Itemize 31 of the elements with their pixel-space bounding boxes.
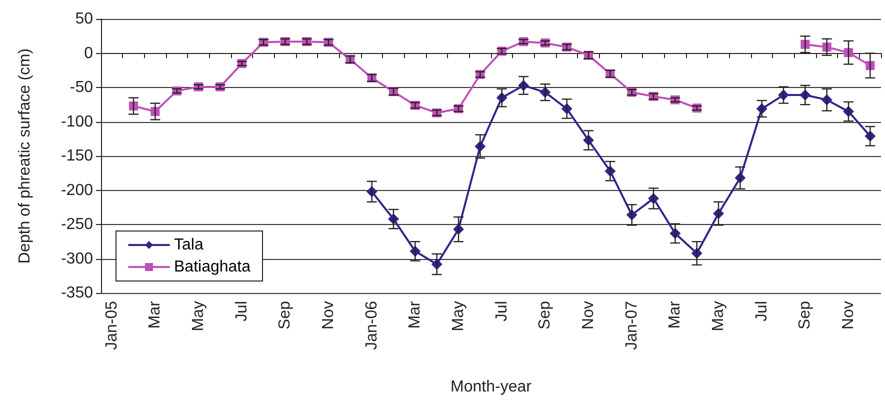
x-tick-label: Jul <box>753 301 770 322</box>
y-tick-label: -150 <box>60 148 94 164</box>
y-tick-label: -200 <box>60 182 94 199</box>
x-tick-label: May <box>450 301 467 332</box>
x-tick-label: Mar <box>406 300 424 329</box>
y-tick-label: -250 <box>60 216 94 233</box>
x-tick-label: Jan-07 <box>623 300 640 350</box>
x-tick-label: May <box>190 301 207 332</box>
x-tick-label: Jul <box>493 301 510 322</box>
x-tick-label: Sep <box>276 300 294 330</box>
x-tick-label: Sep <box>796 300 814 330</box>
x-tick-label: May <box>710 301 727 332</box>
x-tick-label: Jan-05 <box>103 300 120 350</box>
legend-label: Tala <box>174 236 204 254</box>
x-tick-label: Nov <box>840 301 857 330</box>
x-axis-title: Month-year <box>450 378 532 396</box>
y-tick-label: 50 <box>75 10 94 28</box>
x-tick-label: Sep <box>536 300 554 330</box>
y-tick-label: -50 <box>70 79 94 96</box>
y-axis-title: Depth of phreatic surface (cm) <box>16 48 34 264</box>
y-tick-label: -300 <box>60 250 94 268</box>
x-tick-label: Mar <box>146 300 164 329</box>
y-tick-label: -100 <box>60 113 94 130</box>
x-tick-label: Nov <box>580 301 597 330</box>
y-tick-label: -350 <box>60 284 94 302</box>
x-tick-label: Jul <box>233 301 250 322</box>
x-tick-label: Mar <box>666 300 684 329</box>
x-tick-label: Nov <box>320 301 337 330</box>
legend-label: Batiaghata <box>174 258 251 276</box>
y-tick-label: 0 <box>84 44 94 62</box>
x-tick-label: Jan-06 <box>363 300 380 350</box>
